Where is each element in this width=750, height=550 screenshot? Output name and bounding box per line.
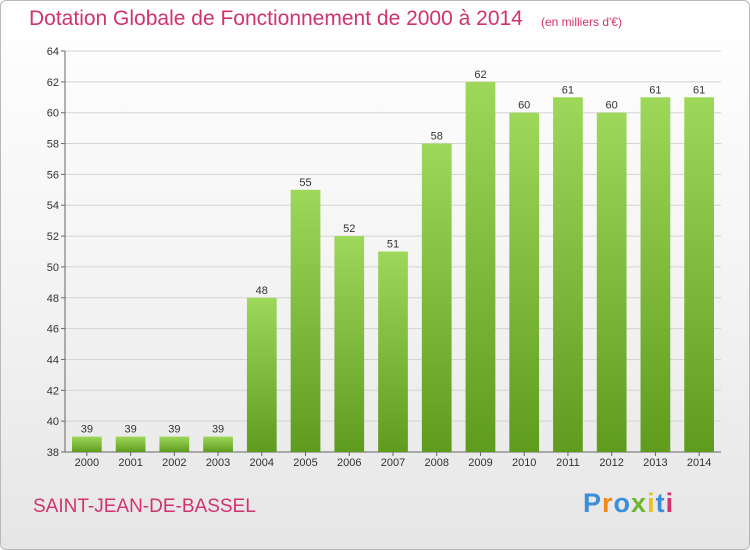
logo-letter: x [631, 488, 648, 518]
y-tick-label: 60 [47, 108, 59, 120]
chart-title: Dotation Globale de Fonctionnement de 20… [29, 7, 523, 30]
bar-value-label: 60 [606, 100, 618, 112]
chart-unit: (en milliers d'€) [541, 15, 622, 29]
bar-value-label: 48 [256, 285, 268, 297]
bar [553, 97, 583, 453]
y-tick-label: 52 [47, 231, 59, 243]
y-tick-label: 50 [47, 262, 59, 274]
x-tick-label: 2007 [381, 457, 405, 469]
x-tick-label: 2009 [468, 457, 492, 469]
bar [684, 97, 715, 453]
y-tick-label: 42 [47, 385, 59, 397]
x-tick-label: 2006 [337, 457, 361, 469]
y-tick-label: 56 [47, 169, 59, 181]
y-tick-label: 38 [47, 447, 59, 459]
x-tick-label: 2000 [75, 457, 99, 469]
bar-value-label: 61 [693, 84, 705, 96]
bar [71, 436, 102, 452]
bar-value-label: 52 [343, 223, 355, 235]
x-tick-label: 2002 [162, 457, 186, 469]
bar [378, 251, 408, 452]
bar-value-label: 61 [562, 84, 574, 96]
x-tick-label: 2004 [250, 457, 274, 469]
bar-value-label: 55 [299, 177, 311, 189]
bar [596, 112, 627, 452]
bar [421, 143, 452, 453]
bar-value-label: 60 [518, 100, 530, 112]
x-tick-label: 2003 [206, 457, 230, 469]
bar-value-label: 62 [474, 69, 486, 81]
logo-letter: i [665, 488, 675, 518]
x-tick-label: 2010 [512, 457, 536, 469]
y-tick-label: 64 [47, 46, 59, 58]
logo-letter: P [583, 488, 603, 518]
x-tick-label: 2013 [643, 457, 667, 469]
bar [509, 112, 540, 452]
y-tick-label: 54 [47, 200, 59, 212]
y-tick-label: 48 [47, 293, 59, 305]
x-tick-label: 2014 [687, 457, 711, 469]
bar-value-label: 58 [431, 131, 443, 143]
bar [334, 236, 365, 452]
x-tick-label: 2011 [556, 457, 580, 469]
y-tick-label: 40 [47, 416, 59, 428]
x-tick-label: 2012 [599, 457, 623, 469]
bar [246, 297, 277, 452]
bar-value-label: 39 [168, 424, 180, 436]
bar [203, 436, 233, 452]
bar [465, 81, 496, 452]
bar [159, 436, 190, 452]
logo-letter: r [602, 488, 614, 518]
bar-value-label: 39 [124, 424, 136, 436]
y-tick-label: 62 [47, 77, 59, 89]
bar-value-label: 61 [649, 84, 661, 96]
bar [115, 436, 146, 452]
y-tick-label: 44 [47, 354, 59, 366]
x-tick-label: 2001 [118, 457, 142, 469]
bar [290, 189, 321, 453]
proxiti-logo: Proxiti [583, 488, 674, 519]
logo-letter: i [647, 488, 656, 518]
bar-value-label: 39 [81, 424, 93, 436]
logo-letter: o [613, 488, 632, 518]
bar [640, 97, 671, 453]
commune-name: SAINT-JEAN-DE-BASSEL [33, 496, 256, 517]
logo-letter: t [655, 488, 666, 518]
x-tick-label: 2005 [293, 457, 317, 469]
y-tick-label: 58 [47, 139, 59, 151]
x-tick-label: 2008 [424, 457, 448, 469]
y-tick-label: 46 [47, 324, 59, 336]
bar-value-label: 51 [387, 239, 399, 251]
bar-value-label: 39 [212, 424, 224, 436]
